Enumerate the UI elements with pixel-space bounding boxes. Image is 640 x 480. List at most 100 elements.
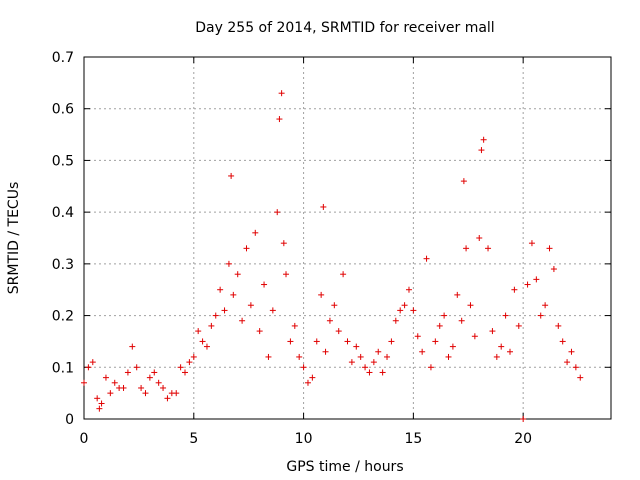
data-point (120, 384, 127, 391)
data-point (287, 338, 294, 345)
data-points (81, 90, 584, 422)
data-point (414, 333, 421, 340)
data-point (107, 390, 114, 397)
data-point (291, 322, 298, 329)
data-point (423, 255, 430, 262)
data-point (335, 328, 342, 335)
data-point (276, 116, 283, 123)
data-point (506, 348, 513, 355)
data-point (252, 229, 259, 236)
x-tick-label: 5 (189, 431, 198, 447)
data-point (142, 390, 149, 397)
y-tick-label: 0.1 (52, 360, 74, 376)
data-point (164, 395, 171, 402)
data-point (388, 338, 395, 345)
y-axis-label: SRMTID / TECUs (6, 182, 22, 295)
data-point (392, 317, 399, 324)
data-point (146, 374, 153, 381)
data-point (203, 343, 210, 350)
data-point (384, 353, 391, 360)
data-point (460, 178, 467, 185)
data-point (524, 281, 531, 288)
data-point (234, 271, 241, 278)
y-tick-label: 0.3 (52, 257, 74, 273)
data-point (555, 322, 562, 329)
data-point (485, 245, 492, 252)
data-point (340, 271, 347, 278)
data-point (353, 343, 360, 350)
data-point (480, 136, 487, 143)
data-point (199, 338, 206, 345)
x-tick-label: 20 (514, 431, 532, 447)
data-point (313, 338, 320, 345)
data-point (348, 359, 355, 366)
data-point (370, 359, 377, 366)
data-point (441, 312, 448, 319)
data-point (458, 317, 465, 324)
data-point (515, 322, 522, 329)
data-point (89, 359, 96, 366)
data-point (449, 343, 456, 350)
data-point (559, 338, 566, 345)
data-point (190, 353, 197, 360)
data-point (476, 235, 483, 241)
data-point (85, 364, 92, 371)
data-point (296, 353, 303, 360)
data-point (546, 245, 553, 252)
data-point (498, 343, 505, 350)
data-point (318, 291, 325, 298)
data-point (278, 90, 285, 97)
x-tick-label: 10 (295, 431, 313, 447)
plot-frame (83, 56, 612, 420)
data-point (344, 338, 351, 345)
x-tick-label: 15 (404, 431, 422, 447)
x-axis-label: GPS time / hours (286, 459, 403, 475)
data-point (493, 353, 500, 360)
y-tick-label: 0.6 (52, 102, 74, 118)
data-point (436, 322, 443, 329)
axis-ticks (83, 56, 611, 420)
data-point (265, 353, 272, 360)
data-point (401, 302, 408, 309)
data-point (283, 271, 290, 278)
data-point (225, 260, 232, 267)
data-point (129, 343, 136, 350)
data-point (261, 281, 268, 288)
y-tick-label: 0 (65, 412, 74, 428)
data-point (471, 333, 478, 340)
data-point (379, 369, 386, 376)
data-point (186, 359, 193, 366)
data-point (243, 245, 250, 252)
data-point (177, 364, 184, 371)
data-point (269, 307, 276, 314)
data-point (94, 395, 101, 402)
data-point (304, 379, 311, 386)
data-point (331, 302, 338, 309)
data-point (228, 172, 235, 179)
data-point (445, 353, 452, 360)
data-point (96, 405, 103, 412)
data-point (432, 338, 439, 345)
data-point (111, 379, 118, 386)
data-point (362, 364, 369, 371)
data-point (274, 209, 281, 216)
data-point (572, 364, 579, 371)
chart-title: Day 255 of 2014, SRMTID for receiver mal… (195, 20, 494, 36)
y-tick-label: 0.7 (52, 50, 74, 66)
data-point (182, 369, 189, 376)
data-point (564, 359, 571, 366)
data-point (405, 286, 412, 293)
data-point (478, 147, 485, 154)
data-point (280, 240, 287, 247)
data-point (151, 369, 158, 376)
data-point (221, 307, 228, 314)
data-point (300, 364, 307, 371)
data-point (502, 312, 509, 319)
data-point (195, 328, 202, 335)
data-point (239, 317, 246, 324)
data-point (160, 384, 167, 391)
data-point (463, 245, 470, 252)
data-point (375, 348, 382, 355)
data-point (410, 307, 417, 314)
